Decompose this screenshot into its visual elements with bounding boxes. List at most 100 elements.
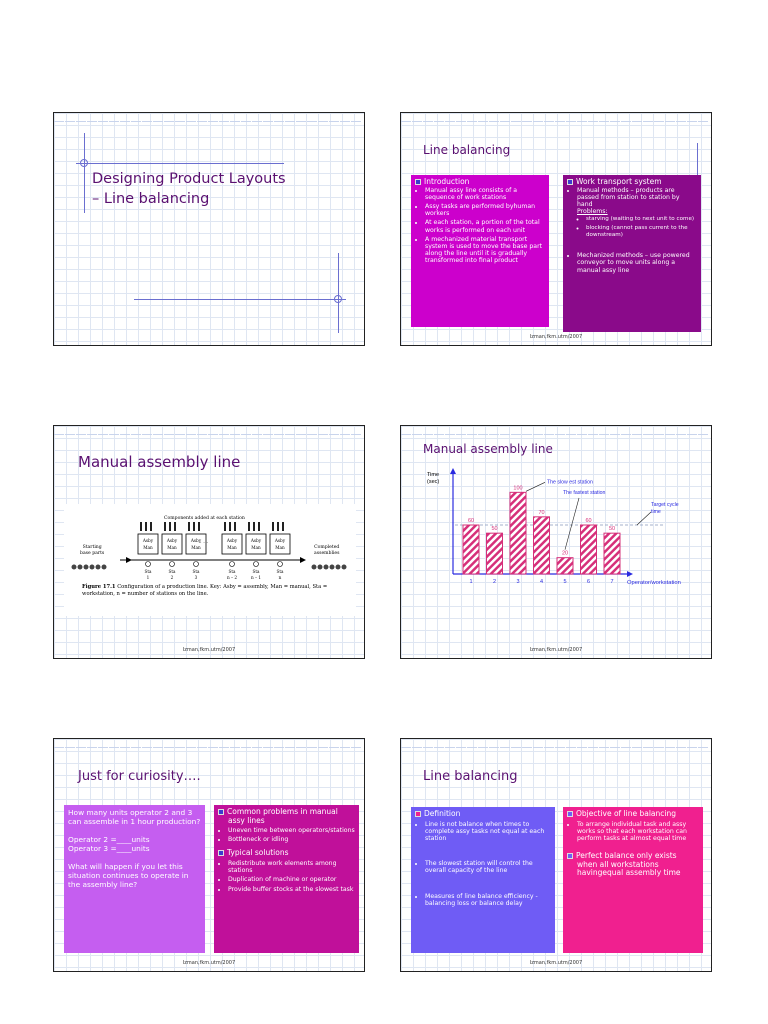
list-item: Duplication of machine or operator [228,876,355,883]
top-bar-block [588,434,598,435]
top-bar-block [500,747,510,748]
top-bar-block [456,434,466,435]
x-axis-label: Operator/workstation [627,580,681,586]
component-stack-icon [277,522,279,531]
station-type-label: Asby [274,538,286,543]
definition-list: Line is not balance when times to comple… [415,821,551,907]
question-text: What will happen if you let this situati… [68,862,189,889]
x-tick-label: 7 [610,579,613,585]
station-word: Sta [276,569,284,574]
top-bar-block [340,434,350,435]
bar [603,532,621,575]
top-bar-block [500,434,510,435]
top-bar-block [632,747,642,748]
station-type-label: Asby [142,538,154,543]
top-bar-block [654,121,664,122]
list-item: Bottleneck or idling [228,836,355,843]
station-word: Sta [252,569,260,574]
top-bar-block [164,434,174,435]
bar-value-label: 70 [538,510,544,516]
worker-icon [253,561,259,567]
station-word: Sta [168,569,176,574]
station-box [137,533,159,555]
top-bar-block [120,121,130,122]
top-bar-block [285,747,295,748]
top-bar-block [54,747,64,748]
station-box [221,533,243,555]
top-bar-block [351,747,361,748]
top-bar-block [164,121,174,122]
bar-value-label: 50 [491,526,497,532]
top-bar-block [401,434,411,435]
bullet-icon [415,811,421,817]
top-bar-block [142,747,152,748]
bar-value-label: 50 [609,526,615,532]
slide-footer: Izman,fkm.utm/2007 [529,960,583,966]
flow-arrow-icon [300,557,306,563]
component-stack-icon [140,522,142,531]
list-item: Redistribute work elements among station… [228,860,355,874]
top-bar-block [285,434,295,435]
top-bar-block [87,434,97,435]
station-number: n [279,575,282,580]
top-bar-block [555,121,565,122]
top-bar-block [208,747,218,748]
top-bar-block [340,747,350,748]
deco-line [84,133,85,213]
station-time-chart: Time(sec) 60 1 50 2 100 3 70 4 20 5 60 6 50 7 Operator/… [427,468,681,586]
list-item: Manual assy line consists of a sequence … [425,187,545,201]
slide-top-bar [401,113,711,122]
slide-title: Line balancing [423,769,518,784]
problems-list: Uneven time between operators/stations B… [218,827,355,843]
bar-value-label: 60 [585,518,591,524]
top-bar-block [307,434,317,435]
top-bar-block [65,121,75,122]
top-bar-block [219,121,229,122]
list-item: Assy tasks are performed byhuman workers [425,203,545,217]
list-item: The slowest station will control the ove… [425,860,551,874]
component-stack-icon [164,522,166,531]
bar-value-label: 20 [562,551,568,557]
top-bar-block [230,747,240,748]
label-line: Starting [82,545,102,550]
slide-5: Just for curiosity…. How many units oper… [53,738,365,972]
station-box [245,533,267,555]
component-stack-icon [253,522,255,531]
figure-top-label: Components added at each station [164,516,245,521]
top-bar-block [285,121,295,122]
slowest-station-annotation: The slow est station [547,479,593,485]
top-bar-block [307,747,317,748]
top-bar-block [621,434,631,435]
ellipsis-text: · · · [200,540,208,546]
top-bar-block [87,747,97,748]
station-worker-label: Man [143,545,153,550]
top-bar-block [296,434,306,435]
component-stack-icon [234,522,236,531]
top-bar-block [142,121,152,122]
input-parts [71,564,107,570]
y-axis-label: (sec) [427,479,439,485]
bar [509,491,527,575]
top-bar-block [566,434,576,435]
top-bar-block [698,747,708,748]
list-item: blocking (cannot pass current to the dow… [586,225,697,238]
top-bar-block [153,747,163,748]
top-bar-block [197,747,207,748]
bullet-icon [567,853,573,860]
component-stack-icon [282,522,284,531]
top-bar-block [445,747,455,748]
component-stack-icon [248,522,250,531]
slide-title: Manual assembly line [423,442,553,456]
top-bar-block [351,434,361,435]
definition-box: Definition Line is not balance when time… [411,807,555,953]
slide-title: Just for curiosity…. [78,769,201,784]
bar [556,557,574,575]
top-bar-block [54,121,64,122]
top-bar-block [230,121,240,122]
list-item: Mechanized methods – use powered conveyo… [577,252,697,274]
top-bar-block [252,747,262,748]
x-tick-label: 4 [540,579,543,585]
target-cycle-annotation: time [651,509,661,515]
top-bar-block [76,747,86,748]
component-stack-icon [145,522,147,531]
